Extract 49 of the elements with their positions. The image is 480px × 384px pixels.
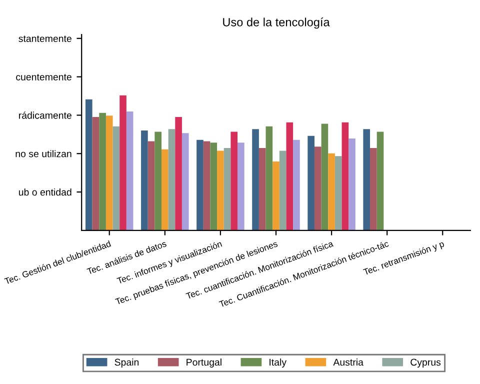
bar bbox=[286, 122, 294, 230]
bar bbox=[314, 146, 322, 230]
bar bbox=[252, 129, 259, 230]
bar bbox=[258, 148, 266, 230]
bar bbox=[210, 142, 218, 230]
bar bbox=[370, 148, 377, 230]
text: rádicamente bbox=[19, 112, 72, 119]
bar bbox=[342, 122, 349, 230]
bar bbox=[85, 99, 92, 230]
bar bbox=[126, 112, 134, 230]
bar bbox=[154, 132, 162, 230]
bar bbox=[363, 129, 370, 230]
bar bbox=[196, 140, 204, 230]
bar bbox=[162, 149, 168, 230]
bar bbox=[182, 133, 189, 230]
bar bbox=[279, 150, 286, 230]
bar bbox=[148, 141, 155, 230]
legend-label: Italy bbox=[270, 358, 287, 368]
bar bbox=[168, 129, 176, 230]
bar bbox=[92, 116, 100, 230]
text: ub o entidad bbox=[18, 188, 72, 196]
bar bbox=[293, 140, 300, 230]
bar bbox=[328, 153, 335, 230]
legend-label: Spain bbox=[114, 358, 139, 368]
bar bbox=[348, 138, 356, 230]
legend-label: Portugal bbox=[186, 358, 222, 368]
bar bbox=[321, 124, 328, 230]
text: stantemente bbox=[18, 36, 72, 42]
bar bbox=[99, 112, 106, 230]
legend-label: Cyprus bbox=[410, 358, 441, 368]
text: cuentemente bbox=[16, 74, 72, 80]
bar bbox=[203, 141, 210, 230]
bar bbox=[230, 132, 238, 230]
text: no se utilizan bbox=[16, 150, 72, 158]
bar bbox=[120, 95, 126, 230]
bar bbox=[238, 142, 244, 230]
bar bbox=[217, 150, 224, 230]
bar bbox=[308, 136, 314, 230]
bar bbox=[334, 156, 342, 230]
bar bbox=[175, 116, 182, 230]
bar bbox=[106, 116, 113, 230]
chart-title: Uso de la tencología bbox=[223, 18, 330, 29]
bar bbox=[272, 162, 280, 230]
bar bbox=[224, 148, 231, 230]
bar bbox=[376, 132, 384, 230]
bar bbox=[112, 126, 120, 230]
legend-label: Austria bbox=[333, 358, 364, 366]
bar bbox=[266, 126, 273, 230]
bar bbox=[141, 130, 148, 230]
